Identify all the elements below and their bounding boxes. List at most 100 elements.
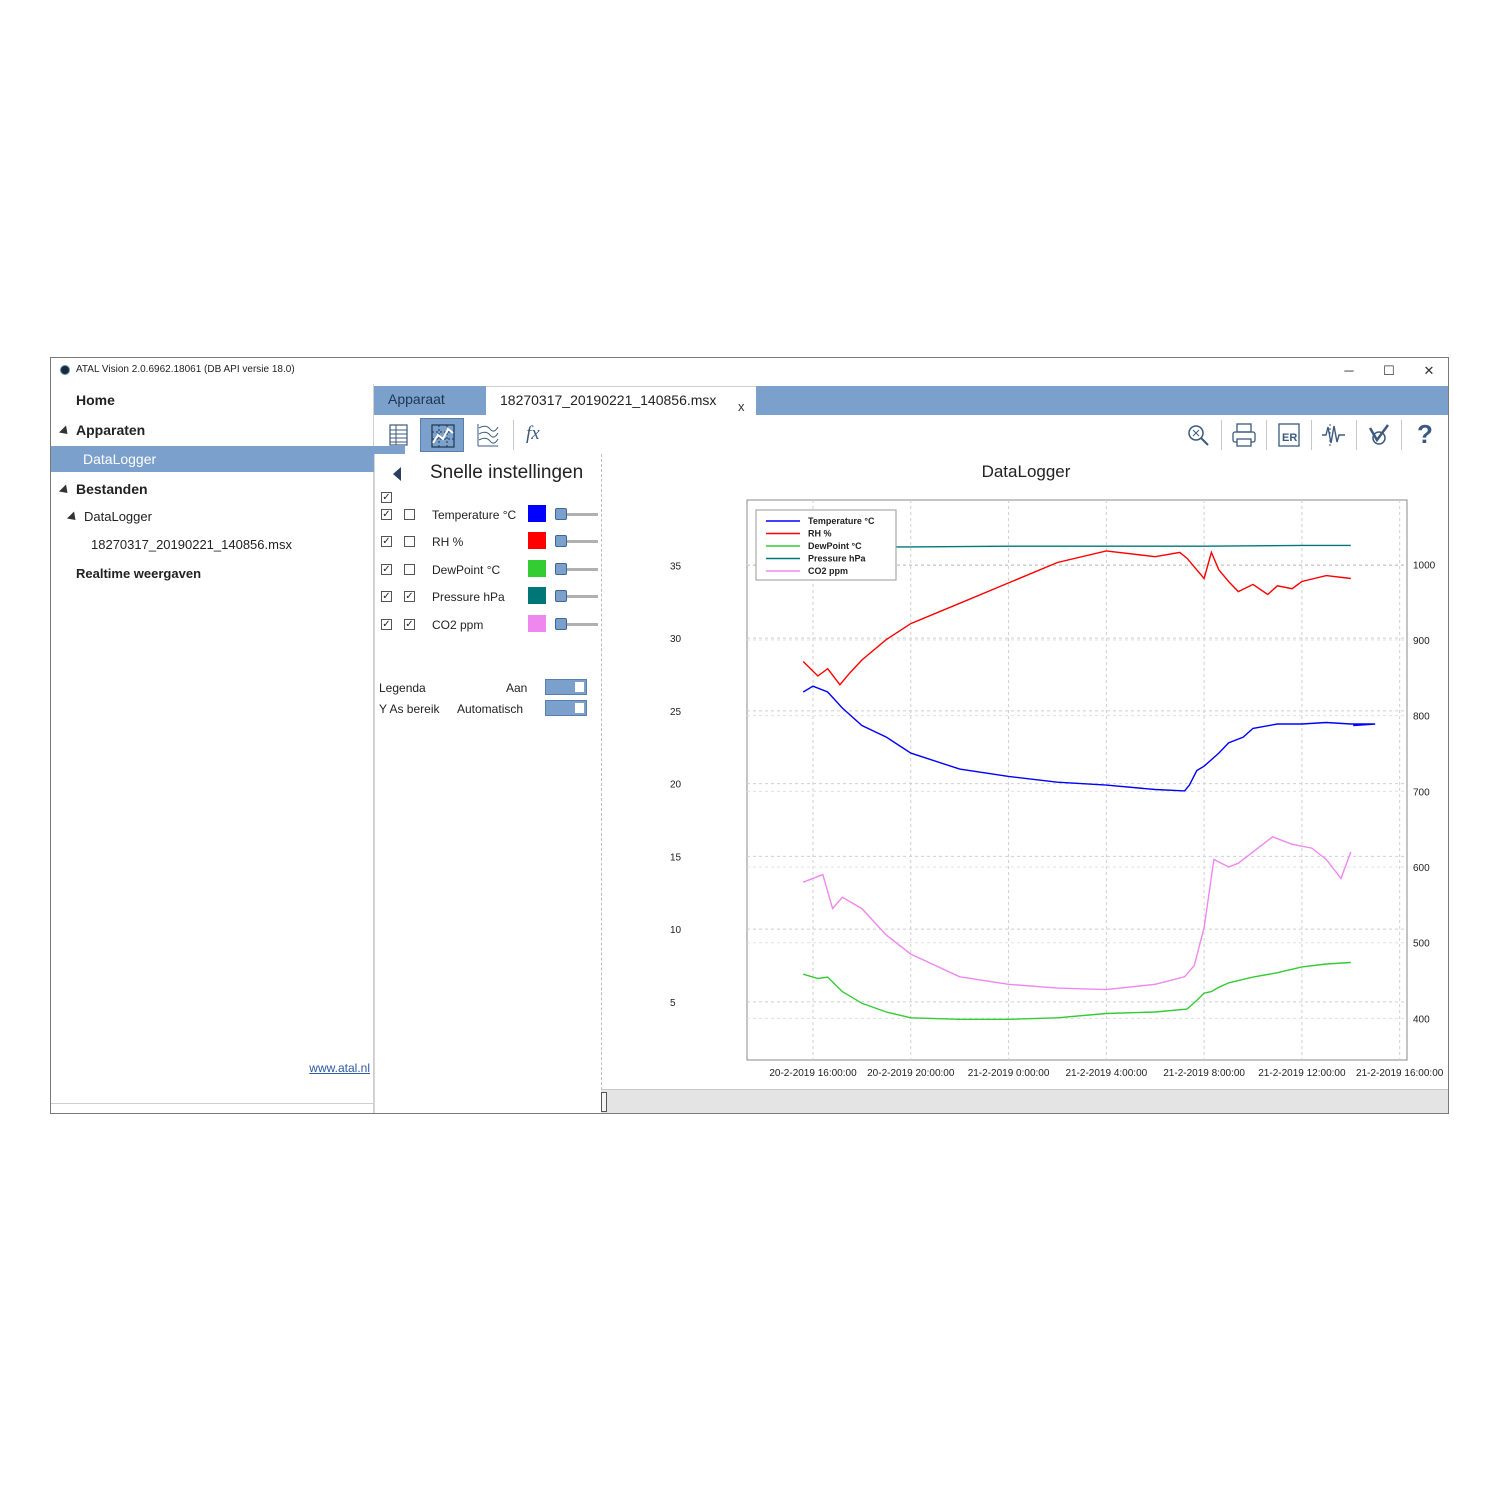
legend-entry: RH % <box>808 529 832 539</box>
channel-axis-checkbox[interactable] <box>404 536 415 547</box>
sidebar-item-realtime[interactable]: Realtime weergaven <box>51 561 398 587</box>
tab-file[interactable]: 18270317_20190221_140856.msx x <box>486 386 756 415</box>
legend-toggle[interactable] <box>545 679 587 695</box>
tab-apparaat[interactable]: Apparaat <box>374 386 486 415</box>
channel-width-slider-thumb[interactable] <box>555 590 567 602</box>
window-title: ATAL Vision 2.0.6962.18061 (DB API versi… <box>76 364 295 375</box>
print-icon <box>1232 423 1256 447</box>
expand-triangle-icon[interactable] <box>58 425 72 438</box>
export-report-button[interactable]: ER <box>1267 418 1311 452</box>
print-button[interactable] <box>1222 418 1266 452</box>
x-tick-label: 21-2-2019 12:00:00 <box>1258 1068 1346 1079</box>
channel-width-slider-track[interactable] <box>558 595 598 598</box>
channel-width-slider-thumb[interactable] <box>555 508 567 520</box>
sidebar-item-file[interactable]: 18270317_20190221_140856.msx <box>51 532 413 558</box>
legend-entry: Temperature °C <box>808 516 875 526</box>
multi-chart-view-button[interactable] <box>466 418 510 452</box>
channel-color-swatch[interactable] <box>528 615 546 632</box>
y-right-tick-label: 900 <box>1413 636 1430 647</box>
chart-icon <box>431 424 455 448</box>
sidebar-item-datalogger-files[interactable]: DataLogger <box>51 504 390 530</box>
website-link[interactable]: www.atal.nl <box>309 1061 370 1075</box>
expand-triangle-icon[interactable] <box>58 484 72 497</box>
series-line-3[interactable] <box>813 544 1351 548</box>
table-view-button[interactable] <box>376 418 420 452</box>
chart-view-button[interactable] <box>420 418 464 452</box>
chart-area: DataLogger 20-2-2019 16:00:00 20-2-2019 2… <box>602 454 1449 1089</box>
channel-width-slider-thumb[interactable] <box>555 535 567 547</box>
channel-color-swatch[interactable] <box>528 505 546 522</box>
channel-visible-checkbox[interactable]: ✓ <box>381 536 392 547</box>
sidebar-item-label: Bestanden <box>76 481 148 497</box>
y-right-tick-label: 700 <box>1413 787 1430 798</box>
signal-button[interactable] <box>1312 418 1356 452</box>
channel-color-swatch[interactable] <box>528 532 546 549</box>
legend-value: Aan <box>506 681 528 695</box>
sidebar-footer <box>51 1103 373 1113</box>
channel-width-slider-thumb[interactable] <box>555 563 567 575</box>
function-icon: fx <box>526 423 540 444</box>
series-line-0[interactable] <box>802 685 1376 792</box>
channel-label: Pressure hPa <box>432 590 505 604</box>
settings-check-button[interactable] <box>1357 418 1401 452</box>
expand-triangle-icon[interactable] <box>66 511 80 524</box>
help-icon: ? <box>1417 419 1433 449</box>
channel-width-slider-track[interactable] <box>558 623 598 626</box>
channel-visible-checkbox[interactable]: ✓ <box>381 564 392 575</box>
quick-settings-panel: Snelle instellingen ✓ ✓ Temperature °C ✓ RH… <box>374 454 602 1113</box>
x-tick-label: 20-2-2019 20:00:00 <box>867 1068 955 1079</box>
sidebar-item-home[interactable]: Home <box>51 387 398 413</box>
select-all-checkbox[interactable]: ✓ <box>381 492 392 503</box>
channel-width-slider-thumb[interactable] <box>555 618 567 630</box>
channel-width-slider-track[interactable] <box>558 568 598 571</box>
series-line-2[interactable] <box>803 961 1351 1020</box>
zoom-reset-button[interactable] <box>1177 418 1221 452</box>
channel-color-swatch[interactable] <box>528 560 546 577</box>
y-right-tick-label: 600 <box>1413 863 1430 874</box>
settings-check-icon <box>1368 424 1390 445</box>
multi-chart-icon <box>477 424 499 447</box>
tab-bar: Apparaat 18270317_20190221_140856.msx x <box>374 386 1448 415</box>
app-logo-icon <box>60 365 70 375</box>
y-left-tick-label: 15 <box>670 852 682 863</box>
collapse-panel-icon[interactable] <box>393 467 401 481</box>
function-button[interactable]: fx <box>514 418 558 452</box>
y-axis-range-label: Y As bereik <box>379 702 440 716</box>
sidebar-item-bestanden[interactable]: Bestanden <box>51 476 382 502</box>
sidebar-item-label: Apparaten <box>76 422 146 438</box>
sidebar-item-apparaten[interactable]: Apparaten <box>51 417 382 443</box>
channel-axis-checkbox[interactable]: ✓ <box>404 591 415 602</box>
line-chart[interactable]: 20-2-2019 16:00:00 20-2-2019 20:00:00 21-2… <box>602 454 1449 1089</box>
channel-width-slider-track[interactable] <box>558 513 598 516</box>
help-button[interactable]: ? <box>1402 418 1446 452</box>
sidebar-item-datalogger-device[interactable]: DataLogger <box>51 446 405 472</box>
close-button[interactable]: ✕ <box>1423 363 1435 378</box>
y-left-tick-label: 35 <box>670 561 682 572</box>
legend-label: Legenda <box>379 681 426 695</box>
channel-visible-checkbox[interactable]: ✓ <box>381 591 392 602</box>
channel-label: CO2 ppm <box>432 618 484 632</box>
series-line-4[interactable] <box>802 836 1352 991</box>
channel-width-slider-track[interactable] <box>558 540 598 543</box>
sidebar-item-label: DataLogger <box>84 509 152 524</box>
sidebar-item-label: DataLogger <box>83 451 157 467</box>
horizontal-scrollbar[interactable] <box>601 1089 1448 1113</box>
tab-label: 18270317_20190221_140856.msx <box>500 392 717 408</box>
channel-axis-checkbox[interactable]: ✓ <box>404 619 415 630</box>
sidebar-item-label: Home <box>76 392 115 408</box>
chart-title: DataLogger <box>981 462 1071 481</box>
maximize-button[interactable]: ☐ <box>1383 363 1395 378</box>
scroll-grip[interactable] <box>601 1092 607 1112</box>
svg-text:ER: ER <box>1282 432 1297 444</box>
channel-visible-checkbox[interactable]: ✓ <box>381 619 392 630</box>
channel-visible-checkbox[interactable]: ✓ <box>381 509 392 520</box>
channel-color-swatch[interactable] <box>528 587 546 604</box>
x-tick-label: 21-2-2019 4:00:00 <box>1065 1068 1147 1079</box>
channel-label: DewPoint °C <box>432 563 501 577</box>
channel-axis-checkbox[interactable] <box>404 509 415 520</box>
y-axis-range-toggle[interactable] <box>545 700 587 716</box>
tab-close-icon[interactable]: x <box>738 399 745 414</box>
minimize-button[interactable]: ─ <box>1344 363 1354 378</box>
channel-axis-checkbox[interactable] <box>404 564 415 575</box>
series-line-1[interactable] <box>802 550 1351 686</box>
